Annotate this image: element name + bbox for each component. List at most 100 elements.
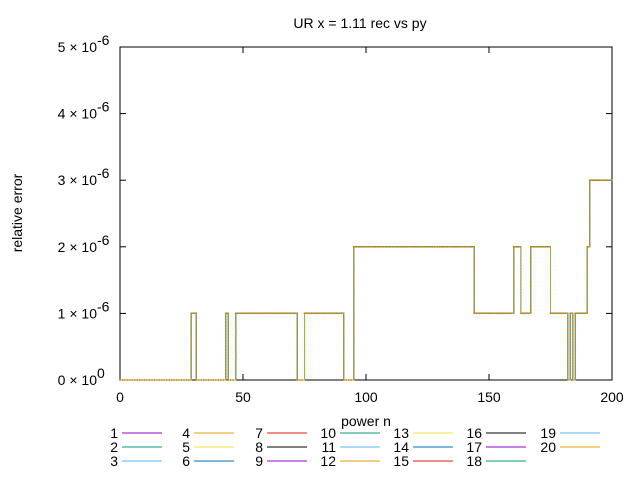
series-marker [200, 379, 203, 381]
series-marker [168, 379, 171, 381]
series-markers [119, 179, 613, 381]
series-marker [488, 312, 490, 315]
legend-label-3: 3 [110, 453, 118, 469]
series-marker [283, 312, 286, 315]
series-marker [301, 379, 303, 381]
series-marker [126, 379, 129, 381]
series-marker [493, 312, 495, 315]
series-marker [564, 312, 567, 315]
series-marker [392, 245, 394, 248]
series-marker [537, 245, 540, 248]
x-tick-label: 100 [354, 389, 378, 405]
series-marker [421, 245, 424, 248]
series-marker [124, 379, 126, 381]
series-marker [581, 312, 584, 315]
series-marker [495, 312, 498, 315]
series-line-3 [120, 179, 612, 381]
x-axis-label: power n [341, 413, 391, 429]
y-tick-exponent: -6 [97, 32, 110, 48]
series-line-9 [120, 179, 612, 381]
series-line-6 [120, 179, 612, 381]
series-marker [303, 312, 306, 315]
series-marker [222, 379, 225, 381]
series-marker [374, 245, 377, 248]
series-marker [576, 312, 579, 315]
series-marker [308, 312, 311, 315]
series-line-19 [120, 179, 612, 381]
series-marker [559, 312, 562, 315]
series-lines [119, 179, 613, 381]
series-marker [190, 312, 193, 315]
series-marker [219, 379, 222, 381]
series-marker [183, 379, 185, 381]
x-tick-label: 150 [477, 389, 501, 405]
series-marker [335, 312, 338, 315]
series-marker [121, 379, 124, 381]
series-marker [453, 245, 456, 248]
series-marker [315, 312, 318, 315]
series-marker [478, 312, 481, 315]
series-line-13 [120, 179, 612, 381]
series-marker [227, 379, 230, 381]
y-tick-exponent: 0 [97, 365, 105, 381]
series-marker [232, 379, 235, 381]
y-tick-exponent: -6 [97, 298, 110, 314]
series-marker [143, 379, 146, 381]
series-marker [544, 245, 547, 248]
series-marker [249, 312, 252, 315]
series-marker [480, 312, 483, 315]
legend-label-15: 15 [393, 453, 409, 469]
series-marker [473, 312, 476, 315]
series-line-12 [120, 179, 612, 381]
series-marker [187, 379, 190, 381]
series-marker [414, 245, 417, 248]
legend-label-13: 13 [393, 425, 409, 441]
series-marker [148, 379, 151, 381]
series-line-4 [120, 179, 612, 381]
series-marker [165, 379, 168, 381]
series-marker [556, 312, 559, 315]
series-marker [596, 179, 599, 182]
legend-label-17: 17 [466, 439, 482, 455]
series-line-18 [120, 179, 612, 381]
series-marker [347, 379, 350, 381]
series-marker [601, 179, 604, 182]
series-marker [269, 312, 271, 315]
legend-label-5: 5 [182, 439, 190, 455]
series-marker [475, 312, 478, 315]
series-marker [251, 312, 254, 315]
series-marker [379, 245, 382, 248]
series-marker [448, 245, 451, 248]
chart-title: UR x = 1.11 rec vs py [293, 15, 426, 31]
series-line-7 [120, 179, 612, 381]
series-marker [244, 312, 247, 315]
series-marker [151, 379, 153, 381]
series-marker [175, 379, 178, 381]
series-line-16 [120, 179, 612, 381]
series-marker [237, 312, 239, 315]
series-marker [207, 379, 210, 381]
series-marker [185, 379, 188, 381]
series-marker [520, 312, 522, 315]
series-marker [470, 245, 473, 248]
series-marker [170, 379, 173, 381]
series-marker [569, 312, 572, 315]
series-marker [286, 312, 289, 315]
series-marker [215, 379, 217, 381]
legend-label-7: 7 [255, 425, 263, 441]
series-marker [173, 379, 176, 381]
series-marker [325, 312, 328, 315]
series-marker [298, 379, 301, 381]
series-marker [210, 379, 212, 381]
series-marker [402, 245, 404, 248]
series-marker [350, 379, 353, 381]
series-marker [372, 245, 375, 248]
series-marker [163, 379, 166, 381]
series-marker [409, 245, 412, 248]
series-marker [365, 245, 367, 248]
series-marker [424, 245, 426, 248]
series-marker [281, 312, 284, 315]
series-marker [549, 312, 552, 315]
